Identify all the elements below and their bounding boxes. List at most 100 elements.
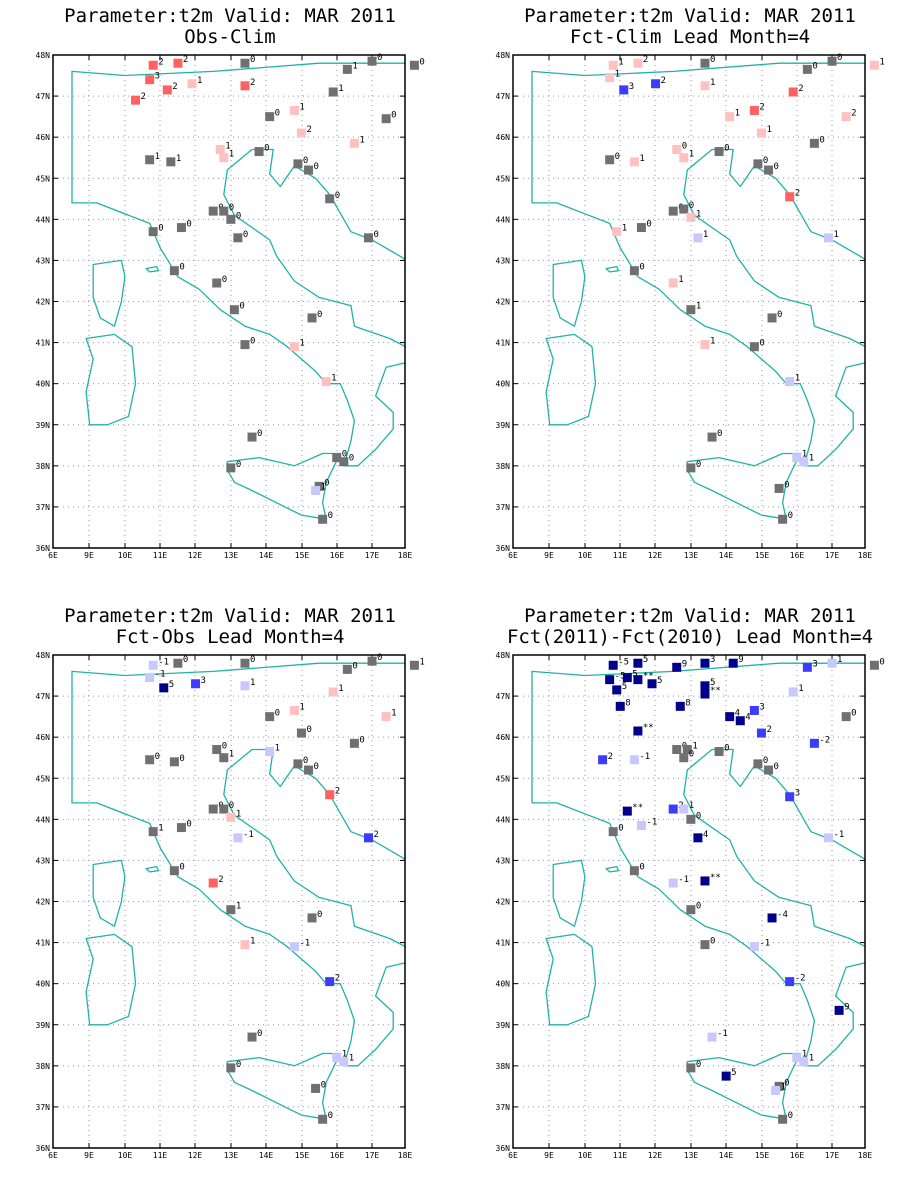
y-tick-label: 40N — [496, 980, 511, 989]
station-marker — [208, 804, 218, 814]
station-marker — [254, 147, 264, 157]
station-value: 2 — [335, 787, 340, 797]
station-marker — [700, 689, 710, 699]
station-marker — [714, 147, 724, 157]
y-tick-label: 46N — [496, 133, 511, 142]
station-value: 3 — [795, 789, 800, 799]
y-tick-label: 44N — [496, 215, 511, 224]
station-value: 0 — [321, 1080, 326, 1090]
y-tick-label: 45N — [36, 774, 51, 783]
station-value: 2 — [798, 84, 803, 94]
station-marker — [148, 60, 158, 70]
station-marker — [707, 1032, 717, 1042]
station-marker — [767, 913, 777, 923]
station-marker — [686, 1063, 696, 1073]
station-value: 0 — [879, 657, 884, 667]
station-marker — [622, 673, 632, 683]
station-value: 2 — [141, 92, 146, 102]
station-marker — [265, 712, 275, 722]
station-marker — [219, 206, 229, 216]
x-tick-label: 13E — [684, 551, 699, 560]
x-tick-label: 17E — [825, 551, 840, 560]
station-value: 0 — [646, 220, 651, 230]
x-tick-label: 10E — [578, 551, 593, 560]
station-marker — [615, 701, 625, 711]
station-value: 1 — [798, 684, 803, 694]
station-marker — [700, 658, 710, 668]
y-tick-label: 45N — [496, 774, 511, 783]
y-tick-label: 38N — [496, 462, 511, 471]
station-marker — [764, 165, 774, 175]
station-value: 1 — [618, 57, 623, 67]
y-tick-label: 40N — [36, 380, 51, 389]
x-tick-label: 11E — [613, 551, 628, 560]
station-marker — [293, 159, 303, 169]
y-tick-label: 38N — [496, 1062, 511, 1071]
station-marker — [629, 266, 639, 276]
station-marker — [339, 457, 349, 467]
y-tick-label: 37N — [36, 1103, 51, 1112]
station-value: 0 — [349, 454, 354, 464]
station-value: 4 — [745, 713, 750, 723]
station-value: 0 — [851, 709, 856, 719]
station-marker — [240, 58, 250, 68]
panel-title: Parameter:t2m Valid: MAR 2011 — [64, 605, 396, 627]
station-marker — [668, 804, 678, 814]
station-value: 0 — [275, 109, 280, 119]
station-marker — [229, 305, 239, 315]
station-value: -1 — [717, 1029, 728, 1039]
station-marker — [693, 833, 703, 843]
station-marker — [788, 687, 798, 697]
station-value: 1 — [834, 230, 839, 240]
station-value: 0 — [696, 902, 701, 912]
station-value: 2 — [766, 725, 771, 735]
station-value: 0 — [639, 263, 644, 273]
station-value: 0 — [317, 310, 322, 320]
station-marker — [364, 233, 374, 243]
y-tick-label: 42N — [36, 898, 51, 907]
station-marker — [834, 1005, 844, 1015]
station-value: 1 — [710, 337, 715, 347]
station-value: 1 — [158, 824, 163, 834]
station-value: 0 — [377, 653, 382, 663]
x-tick-label: 13E — [224, 551, 239, 560]
station-value: 1 — [338, 84, 343, 94]
station-marker — [349, 138, 359, 148]
station-value: 1 — [419, 657, 424, 667]
station-marker — [802, 64, 812, 74]
station-value: 1 — [703, 230, 708, 240]
y-tick-label: 37N — [496, 1103, 511, 1112]
station-value: 1 — [795, 374, 800, 384]
station-value: 0 — [222, 741, 227, 751]
panel-subtitle: Fct-Clim Lead Month=4 — [569, 26, 811, 48]
station-value: 5 — [169, 680, 174, 690]
y-tick-label: 43N — [496, 256, 511, 265]
station-marker — [774, 483, 784, 493]
station-value: 0 — [374, 230, 379, 240]
station-marker — [226, 812, 236, 822]
y-tick-label: 39N — [496, 1021, 511, 1030]
x-tick-label: 11E — [613, 1151, 628, 1160]
station-marker — [707, 432, 717, 442]
y-tick-label: 39N — [36, 421, 51, 430]
x-tick-label: 9E — [84, 1151, 94, 1160]
station-value: 0 — [710, 55, 715, 65]
station-value: 1 — [678, 275, 683, 285]
station-marker — [240, 940, 250, 950]
station-value: ** — [643, 672, 654, 682]
station-value: 0 — [639, 863, 644, 873]
station-value: 0 — [837, 53, 842, 63]
station-value: 0 — [763, 756, 768, 766]
station-value: 0 — [724, 744, 729, 754]
station-marker — [756, 728, 766, 738]
station-marker — [629, 866, 639, 876]
station-value: -1 — [299, 939, 310, 949]
station-value: 0 — [306, 725, 311, 735]
y-tick-label: 44N — [496, 815, 511, 824]
station-value: 1 — [692, 741, 697, 751]
station-value: 1 — [331, 374, 336, 384]
station-value: 0 — [342, 450, 347, 460]
station-marker — [608, 827, 618, 837]
station-marker — [364, 833, 374, 843]
y-tick-label: 37N — [36, 503, 51, 512]
